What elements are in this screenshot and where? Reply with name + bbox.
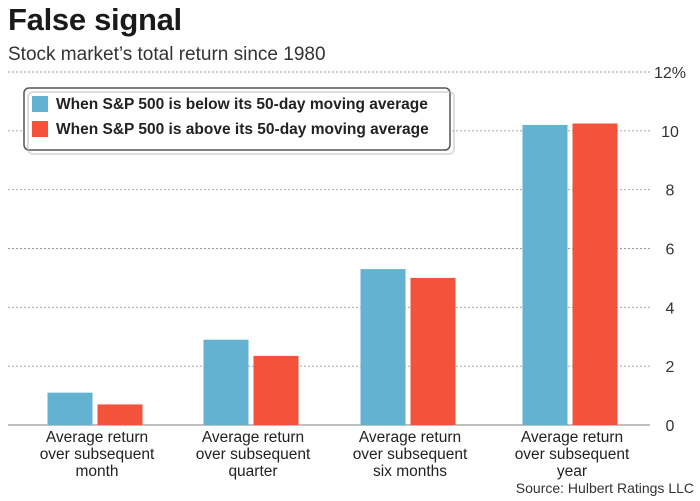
- category-label: month: [75, 463, 118, 480]
- category-label: over subsequent: [196, 446, 311, 463]
- y-tick-label: 6: [666, 242, 675, 259]
- bar-above: [572, 123, 618, 426]
- chart-title: False signal: [8, 2, 182, 37]
- y-tick-label: 0: [666, 418, 675, 435]
- legend-swatch: [32, 96, 48, 112]
- category-label: Average return: [359, 429, 461, 446]
- bar-above: [97, 404, 143, 425]
- category-label: Average return: [521, 429, 623, 446]
- y-tick-label: 4: [666, 300, 675, 317]
- legend-shadow: [27, 91, 455, 155]
- category-label: over subsequent: [353, 446, 468, 463]
- y-tick-label: 2: [666, 359, 675, 376]
- bar-below: [522, 124, 568, 425]
- y-tick-label: 8: [666, 183, 675, 200]
- legend-label: When S&P 500 is above its 50-day moving …: [56, 121, 429, 138]
- legend-box: [23, 87, 451, 151]
- legend-label: When S&P 500 is below its 50-day moving …: [56, 96, 428, 113]
- category-label: quarter: [228, 463, 277, 480]
- category-label: Average return: [202, 429, 304, 446]
- source-note: Source: Hulbert Ratings LLC: [515, 480, 694, 496]
- bar-below: [47, 392, 93, 425]
- y-tick-label: 10: [661, 124, 679, 141]
- chart-subtitle: Stock market’s total return since 1980: [8, 44, 326, 65]
- bar-below: [203, 339, 249, 425]
- bar-below: [360, 269, 406, 425]
- bar-above: [410, 277, 456, 425]
- category-label: year: [557, 463, 587, 480]
- category-label: Average return: [46, 429, 148, 446]
- bar-above: [253, 355, 299, 425]
- category-label: six months: [373, 463, 447, 480]
- category-label: over subsequent: [515, 446, 630, 463]
- y-tick-label: 12%: [654, 65, 686, 82]
- legend-swatch: [32, 121, 48, 137]
- category-label: over subsequent: [40, 446, 155, 463]
